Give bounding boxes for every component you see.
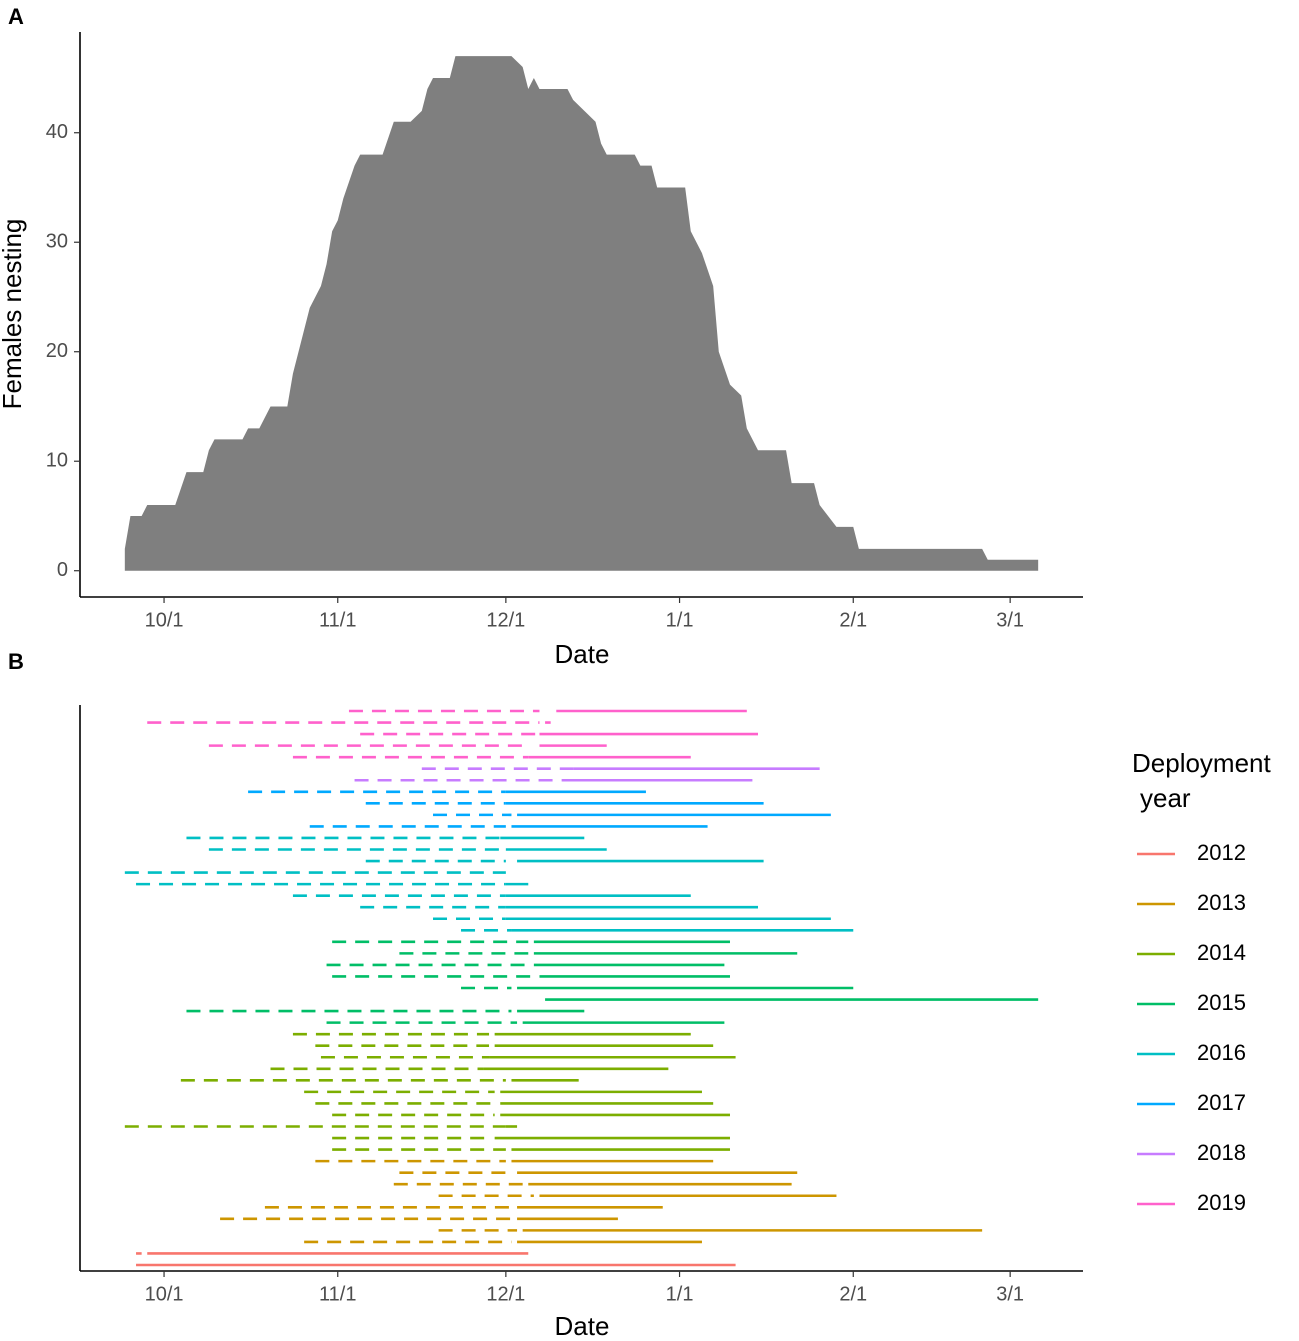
y-tick-label: 10	[46, 450, 68, 472]
x-axis-title: Date	[555, 639, 610, 669]
y-tick-label: 0	[57, 559, 68, 581]
y-tick-label: 40	[46, 121, 68, 143]
x-tick-label: 11/1	[319, 609, 356, 631]
legend-label: 2013	[1197, 890, 1246, 915]
y-tick-label: 20	[46, 340, 68, 362]
area	[124, 56, 1039, 571]
x-tick-label: 2/1	[839, 609, 867, 631]
x-axis-title: Date	[555, 1311, 610, 1341]
legend-label: 2016	[1197, 1040, 1246, 1065]
x-tick-label: 11/1	[319, 1283, 356, 1305]
legend-label: 2018	[1197, 1140, 1246, 1165]
legend-title: year	[1140, 783, 1191, 813]
x-tick-label: 10/1	[145, 609, 184, 631]
x-tick-label: 2/1	[839, 1283, 867, 1305]
legend-label: 2017	[1197, 1090, 1246, 1115]
x-tick-label: 12/1	[486, 609, 525, 631]
x-tick-label: 10/1	[145, 1283, 184, 1305]
legend-label: 2015	[1197, 990, 1246, 1015]
legend-label: 2012	[1197, 840, 1246, 865]
y-axis-title: Females nesting	[0, 219, 27, 410]
x-tick-label: 3/1	[996, 609, 1024, 631]
x-tick-label: 1/1	[666, 609, 694, 631]
x-tick-label: 3/1	[996, 1283, 1024, 1305]
legend-label: 2019	[1197, 1190, 1246, 1215]
panel-tag: A	[8, 4, 24, 29]
legend-label: 2014	[1197, 940, 1246, 965]
y-tick-label: 30	[46, 231, 68, 253]
x-tick-label: 1/1	[666, 1283, 694, 1305]
legend-title: Deployment	[1132, 748, 1272, 778]
x-tick-label: 12/1	[486, 1283, 525, 1305]
panel-tag: B	[8, 649, 24, 674]
